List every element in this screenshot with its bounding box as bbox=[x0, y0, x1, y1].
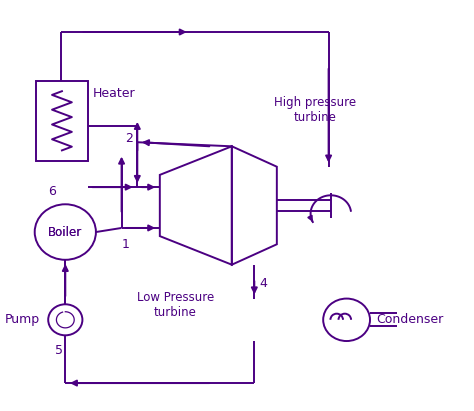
Text: Heater: Heater bbox=[92, 87, 135, 100]
Text: 5: 5 bbox=[55, 344, 63, 357]
Text: Boiler: Boiler bbox=[48, 226, 82, 238]
Bar bbox=[36, 81, 88, 161]
Text: 6: 6 bbox=[48, 185, 56, 198]
Text: 4: 4 bbox=[260, 277, 268, 290]
Text: Low Pressure
turbine: Low Pressure turbine bbox=[137, 291, 214, 319]
Text: Boiler: Boiler bbox=[48, 226, 82, 238]
Text: Pump: Pump bbox=[5, 313, 40, 326]
Text: High pressure
turbine: High pressure turbine bbox=[274, 96, 356, 124]
Text: Condenser: Condenser bbox=[376, 313, 443, 326]
Text: 1: 1 bbox=[122, 238, 130, 251]
Text: 2: 2 bbox=[125, 132, 133, 145]
